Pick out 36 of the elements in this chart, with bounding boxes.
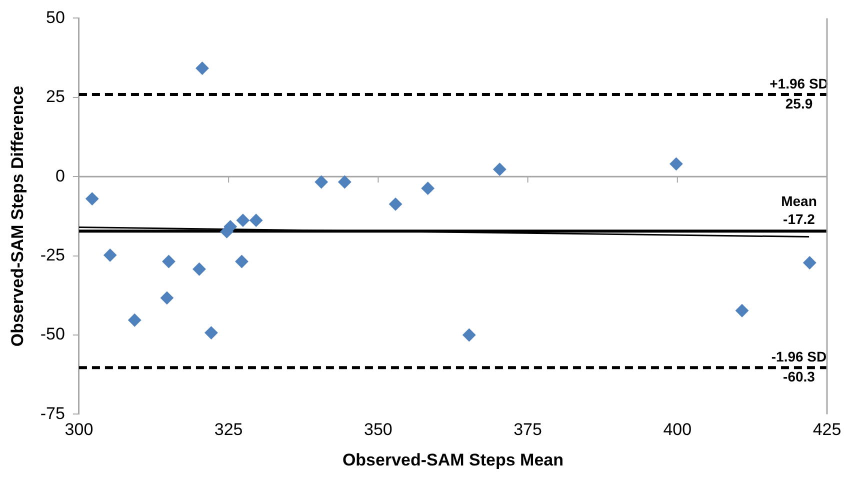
ref-line-label: Mean -17.2 — [781, 192, 817, 227]
point — [250, 214, 263, 227]
y-tick-label: -50 — [40, 324, 65, 344]
x-tick-label: 375 — [514, 420, 542, 440]
point — [670, 157, 683, 170]
point — [235, 255, 248, 268]
x-axis-title: Observed-SAM Steps Mean — [342, 450, 564, 470]
x-tick-label: 425 — [812, 420, 842, 440]
x-tick-label: 400 — [663, 420, 692, 440]
y-axis-title: Observed-SAM Steps Difference — [8, 86, 27, 347]
y-tick-label: 25 — [46, 87, 65, 106]
point — [736, 304, 749, 318]
point — [338, 175, 352, 188]
point — [421, 182, 434, 195]
y-tick-label: -25 — [40, 245, 65, 264]
point — [462, 328, 476, 342]
x-tick-label: 325 — [214, 420, 243, 440]
ref-line-label: -1.96 SD -60.3 — [771, 348, 827, 384]
point — [803, 256, 816, 270]
point — [204, 326, 218, 340]
point — [389, 198, 402, 211]
point — [104, 248, 117, 262]
point — [314, 175, 328, 188]
x-tick-label: 300 — [64, 420, 94, 440]
point — [160, 291, 174, 304]
point — [236, 214, 250, 227]
y-tick-label: -75 — [40, 404, 65, 423]
point — [128, 314, 142, 327]
point — [493, 162, 506, 176]
point — [86, 192, 99, 206]
x-tick-label: 350 — [364, 420, 392, 440]
y-tick-label: 0 — [56, 166, 65, 186]
point — [196, 62, 209, 75]
point — [192, 262, 206, 276]
point — [162, 255, 176, 268]
y-tick-label: 50 — [46, 8, 65, 27]
